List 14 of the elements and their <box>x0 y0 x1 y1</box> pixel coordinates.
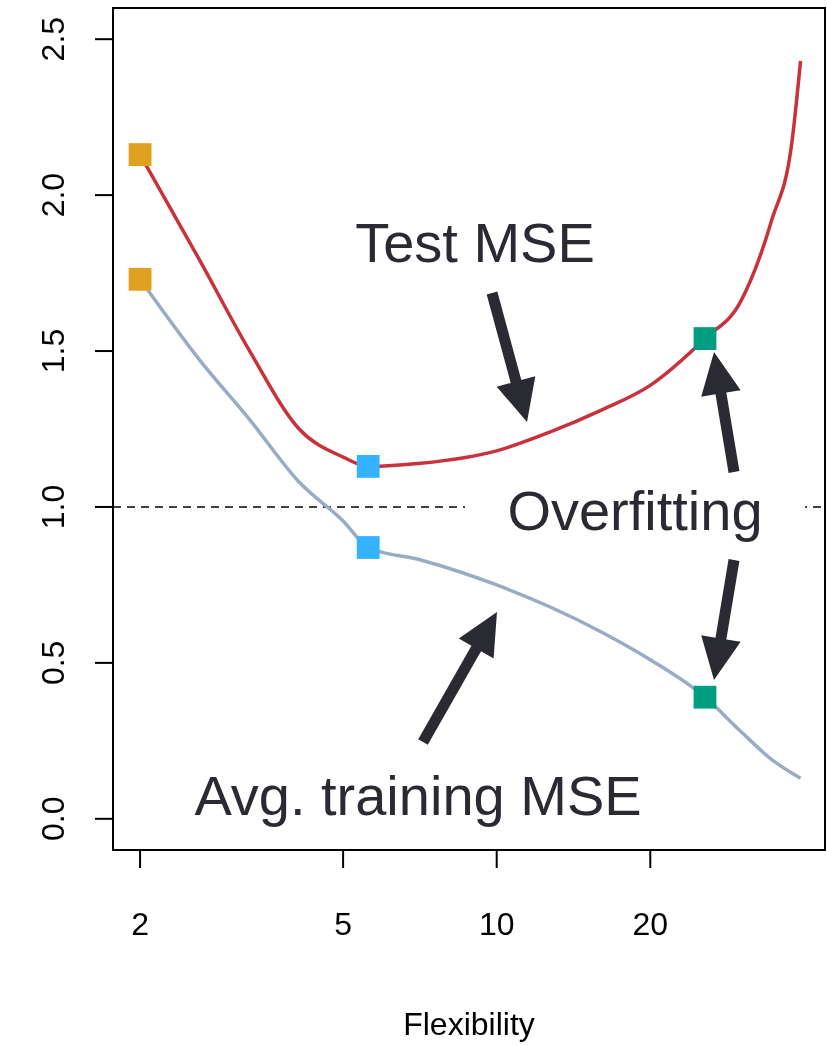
x-tick-label: 2 <box>131 906 149 942</box>
y-tick-label: 0.5 <box>35 640 71 686</box>
y-tick-label: 0.0 <box>35 796 71 842</box>
x-tick-label: 5 <box>334 906 353 942</box>
x-tick-label: 20 <box>632 906 669 942</box>
y-tick-label: 2.0 <box>35 172 71 218</box>
y-tick-label: 1.5 <box>35 328 71 374</box>
y-tick-label: 1.0 <box>35 484 71 530</box>
annotation: Test MSE <box>355 211 595 274</box>
annotation: Avg. training MSE <box>194 764 642 827</box>
x-axis-title: Flexibility <box>403 1006 535 1042</box>
annotation: Overfitting <box>507 479 763 542</box>
y-tick-label: 2.5 <box>35 16 71 62</box>
x-tick-label: 10 <box>478 906 515 942</box>
